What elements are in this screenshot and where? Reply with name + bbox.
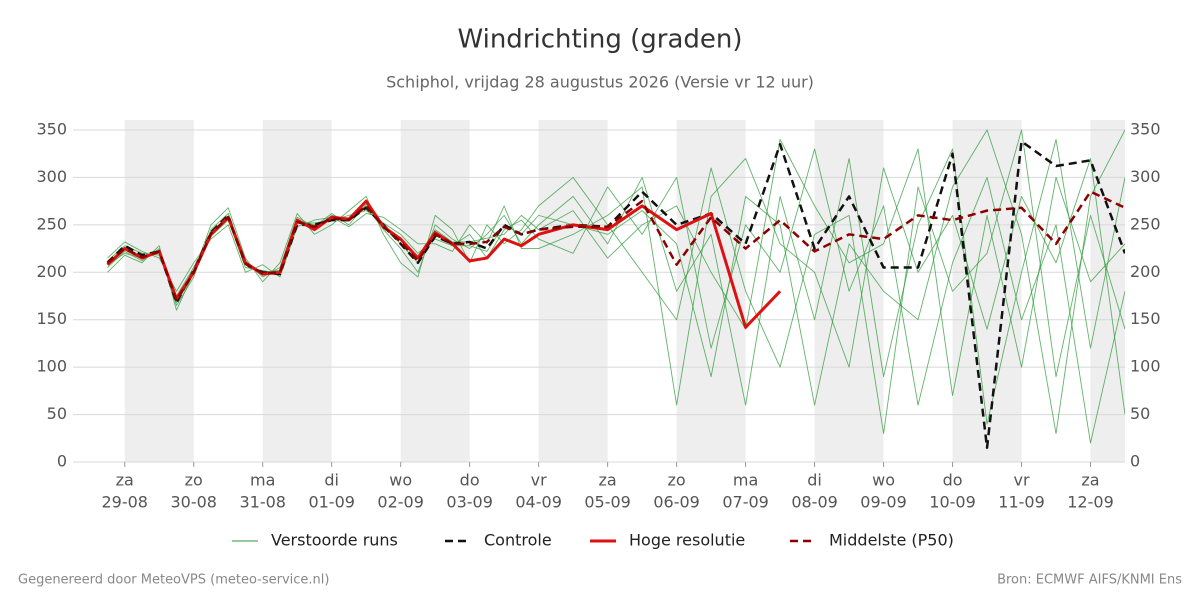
- x-tick-label: 08-09: [791, 493, 838, 512]
- y2-tick-label: 250: [1130, 214, 1161, 233]
- chart-title: Windrichting (graden): [457, 25, 742, 55]
- ensemble-line: [107, 158, 1125, 415]
- x-tick-label: 02-09: [377, 493, 424, 512]
- x-tick-label: zo: [185, 471, 203, 490]
- y-tick-label: 250: [36, 214, 67, 233]
- x-tick-label: 07-09: [722, 493, 769, 512]
- x-tick-label: di: [324, 471, 339, 490]
- x-tick-label: 29-08: [101, 493, 148, 512]
- y-tick-label: 150: [36, 309, 67, 328]
- x-tick-label: za: [1081, 471, 1099, 490]
- ensemble-line: [107, 129, 1125, 434]
- x-tick-label: vr: [531, 471, 547, 490]
- y-tick-label: 0: [57, 452, 67, 471]
- y2-tick-label: 200: [1130, 262, 1161, 281]
- x-tick-label: 06-09: [653, 493, 700, 512]
- x-tick-label: 04-09: [515, 493, 562, 512]
- y-tick-label: 350: [36, 120, 67, 139]
- footer-right: Bron: ECMWF AIFS/KNMI Ens: [997, 573, 1182, 588]
- day-shade: [400, 120, 470, 462]
- x-tick-label: 03-09: [446, 493, 493, 512]
- legend-label: Hoge resolutie: [629, 531, 745, 550]
- day-shade: [538, 120, 608, 462]
- y-tick-label: 50: [47, 404, 67, 423]
- legend-label: Verstoorde runs: [271, 531, 398, 550]
- y2-tick-label: 350: [1130, 120, 1161, 139]
- x-tick-label: za: [599, 471, 617, 490]
- x-tick-label: 11-09: [998, 493, 1045, 512]
- y-tick-label: 100: [36, 357, 67, 376]
- x-tick-label: do: [460, 471, 480, 490]
- x-tick-label: 01-09: [308, 493, 355, 512]
- series-line: [106, 190, 1125, 302]
- x-tick-label: 12-09: [1067, 493, 1114, 512]
- chart-subtitle: Schiphol, vrijdag 28 augustus 2026 (Vers…: [386, 73, 814, 92]
- y2-tick-label: 300: [1130, 167, 1161, 186]
- x-tick-label: 05-09: [584, 493, 631, 512]
- day-shade: [1090, 120, 1125, 462]
- x-tick-label: wo: [389, 471, 412, 490]
- y2-tick-label: 100: [1130, 357, 1161, 376]
- x-tick-label: vr: [1014, 471, 1030, 490]
- x-tick-label: 10-09: [929, 493, 976, 512]
- x-tick-label: di: [807, 471, 822, 490]
- series-line: [106, 140, 1125, 450]
- y2-tick-label: 0: [1130, 452, 1140, 471]
- day-shade: [952, 120, 1022, 462]
- x-tick-label: 30-08: [170, 493, 217, 512]
- x-tick-label: ma: [733, 471, 758, 490]
- y2-tick-label: 150: [1130, 309, 1161, 328]
- y2-tick-label: 50: [1130, 404, 1150, 423]
- x-tick-label: zo: [668, 471, 686, 490]
- legend-label: Middelste (P50): [829, 531, 954, 550]
- ensemble-line: [107, 139, 1125, 425]
- y-tick-label: 200: [36, 262, 67, 281]
- y-tick-label: 300: [36, 167, 67, 186]
- x-tick-label: ma: [250, 471, 275, 490]
- day-shade: [262, 120, 332, 462]
- x-tick-label: do: [943, 471, 963, 490]
- legend-label: Controle: [484, 531, 552, 550]
- x-tick-label: 31-08: [239, 493, 286, 512]
- x-tick-label: wo: [872, 471, 895, 490]
- footer-left: Gegenereerd door MeteoVPS (meteo-service…: [18, 573, 329, 588]
- x-tick-label: za: [116, 471, 134, 490]
- x-tick-label: 09-09: [860, 493, 907, 512]
